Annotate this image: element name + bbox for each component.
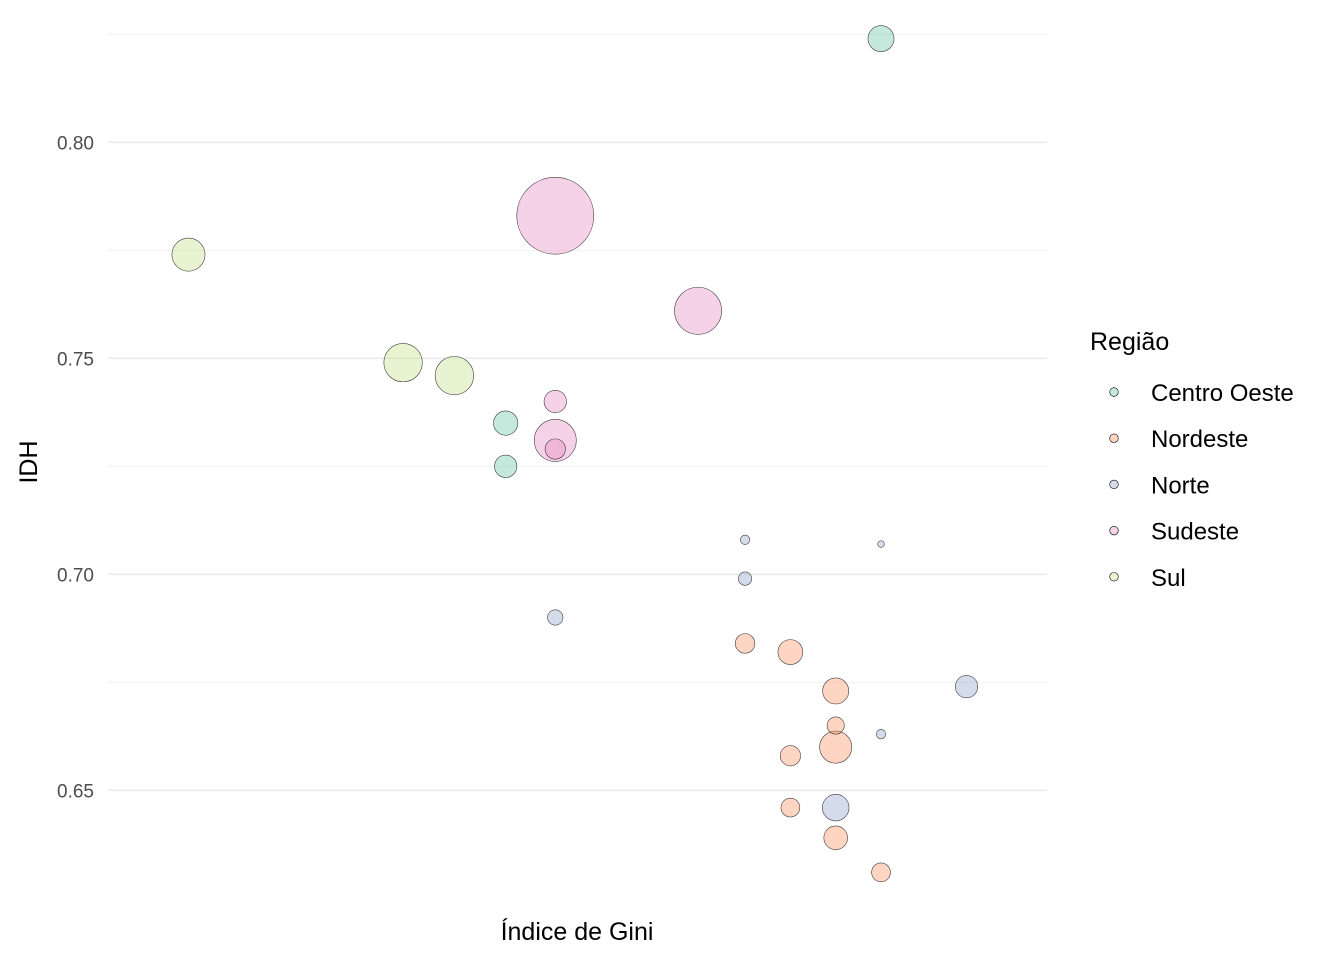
- bubble-norte: [740, 534, 751, 545]
- bubble-nordeste: [871, 862, 891, 883]
- y-tick-label: 0.80: [57, 133, 94, 154]
- bubble-nordeste: [823, 825, 848, 850]
- legend-label-centro-oeste: Centro Oeste: [1151, 380, 1294, 407]
- legend-label-sudeste: Sudeste: [1151, 519, 1239, 546]
- bubble-nordeste: [734, 633, 756, 654]
- grid: [108, 33, 1047, 792]
- bubble-sul: [383, 343, 423, 383]
- y-tick-label: 0.70: [57, 565, 94, 586]
- bubble-norte: [547, 609, 564, 626]
- legend-key-sudeste: [1109, 525, 1119, 536]
- bubble-nordeste: [819, 730, 853, 764]
- bubble-nordeste: [779, 745, 801, 767]
- bubble-norte: [822, 793, 850, 822]
- bubble-nordeste: [777, 639, 804, 665]
- bubble-sudeste: [674, 286, 722, 335]
- y-tick-label: 0.65: [57, 781, 94, 802]
- y-axis-title: IDH: [15, 440, 43, 483]
- bubble-nordeste: [780, 797, 801, 818]
- x-axis-title: Índice de Gini: [501, 917, 654, 946]
- legend-title: Região: [1090, 328, 1169, 356]
- bubble-nordeste: [822, 677, 850, 705]
- bubble-centro-oeste: [493, 410, 519, 436]
- bubble-centro-oeste: [494, 454, 518, 478]
- bubble-sudeste: [516, 176, 595, 255]
- bubble-sudeste: [543, 390, 567, 414]
- bubble-nordeste: [826, 716, 845, 735]
- y-axis-ticks: 0.65 0.70 0.75 0.80: [57, 133, 94, 802]
- bubble-sul: [434, 356, 474, 396]
- legend-key-centro-oeste: [1109, 387, 1119, 397]
- bubble-norte: [876, 729, 887, 740]
- bubble-sudeste: [533, 419, 577, 462]
- legend-label-norte: Norte: [1151, 472, 1210, 499]
- legend-key-sul: [1109, 572, 1119, 582]
- legend-label-nordeste: Nordeste: [1151, 426, 1248, 453]
- legend: Região Centro Oeste Nordeste Norte Sudeste S…: [1090, 328, 1294, 592]
- y-tick-label: 0.75: [57, 349, 94, 370]
- bubble-norte: [738, 571, 753, 586]
- bubble-norte: [877, 540, 885, 548]
- legend-key-norte: [1109, 479, 1119, 490]
- legend-key-nordeste: [1109, 433, 1119, 443]
- legend-label-sul: Sul: [1151, 565, 1186, 592]
- bubbles: [171, 25, 979, 883]
- bubble-sudeste: [544, 438, 566, 460]
- bubble-sul: [171, 237, 206, 272]
- bubble-centro-oeste: [867, 25, 895, 52]
- legend-entries: Centro Oeste Nordeste Norte Sudeste Sul: [1109, 380, 1294, 592]
- bubble-norte: [955, 675, 979, 699]
